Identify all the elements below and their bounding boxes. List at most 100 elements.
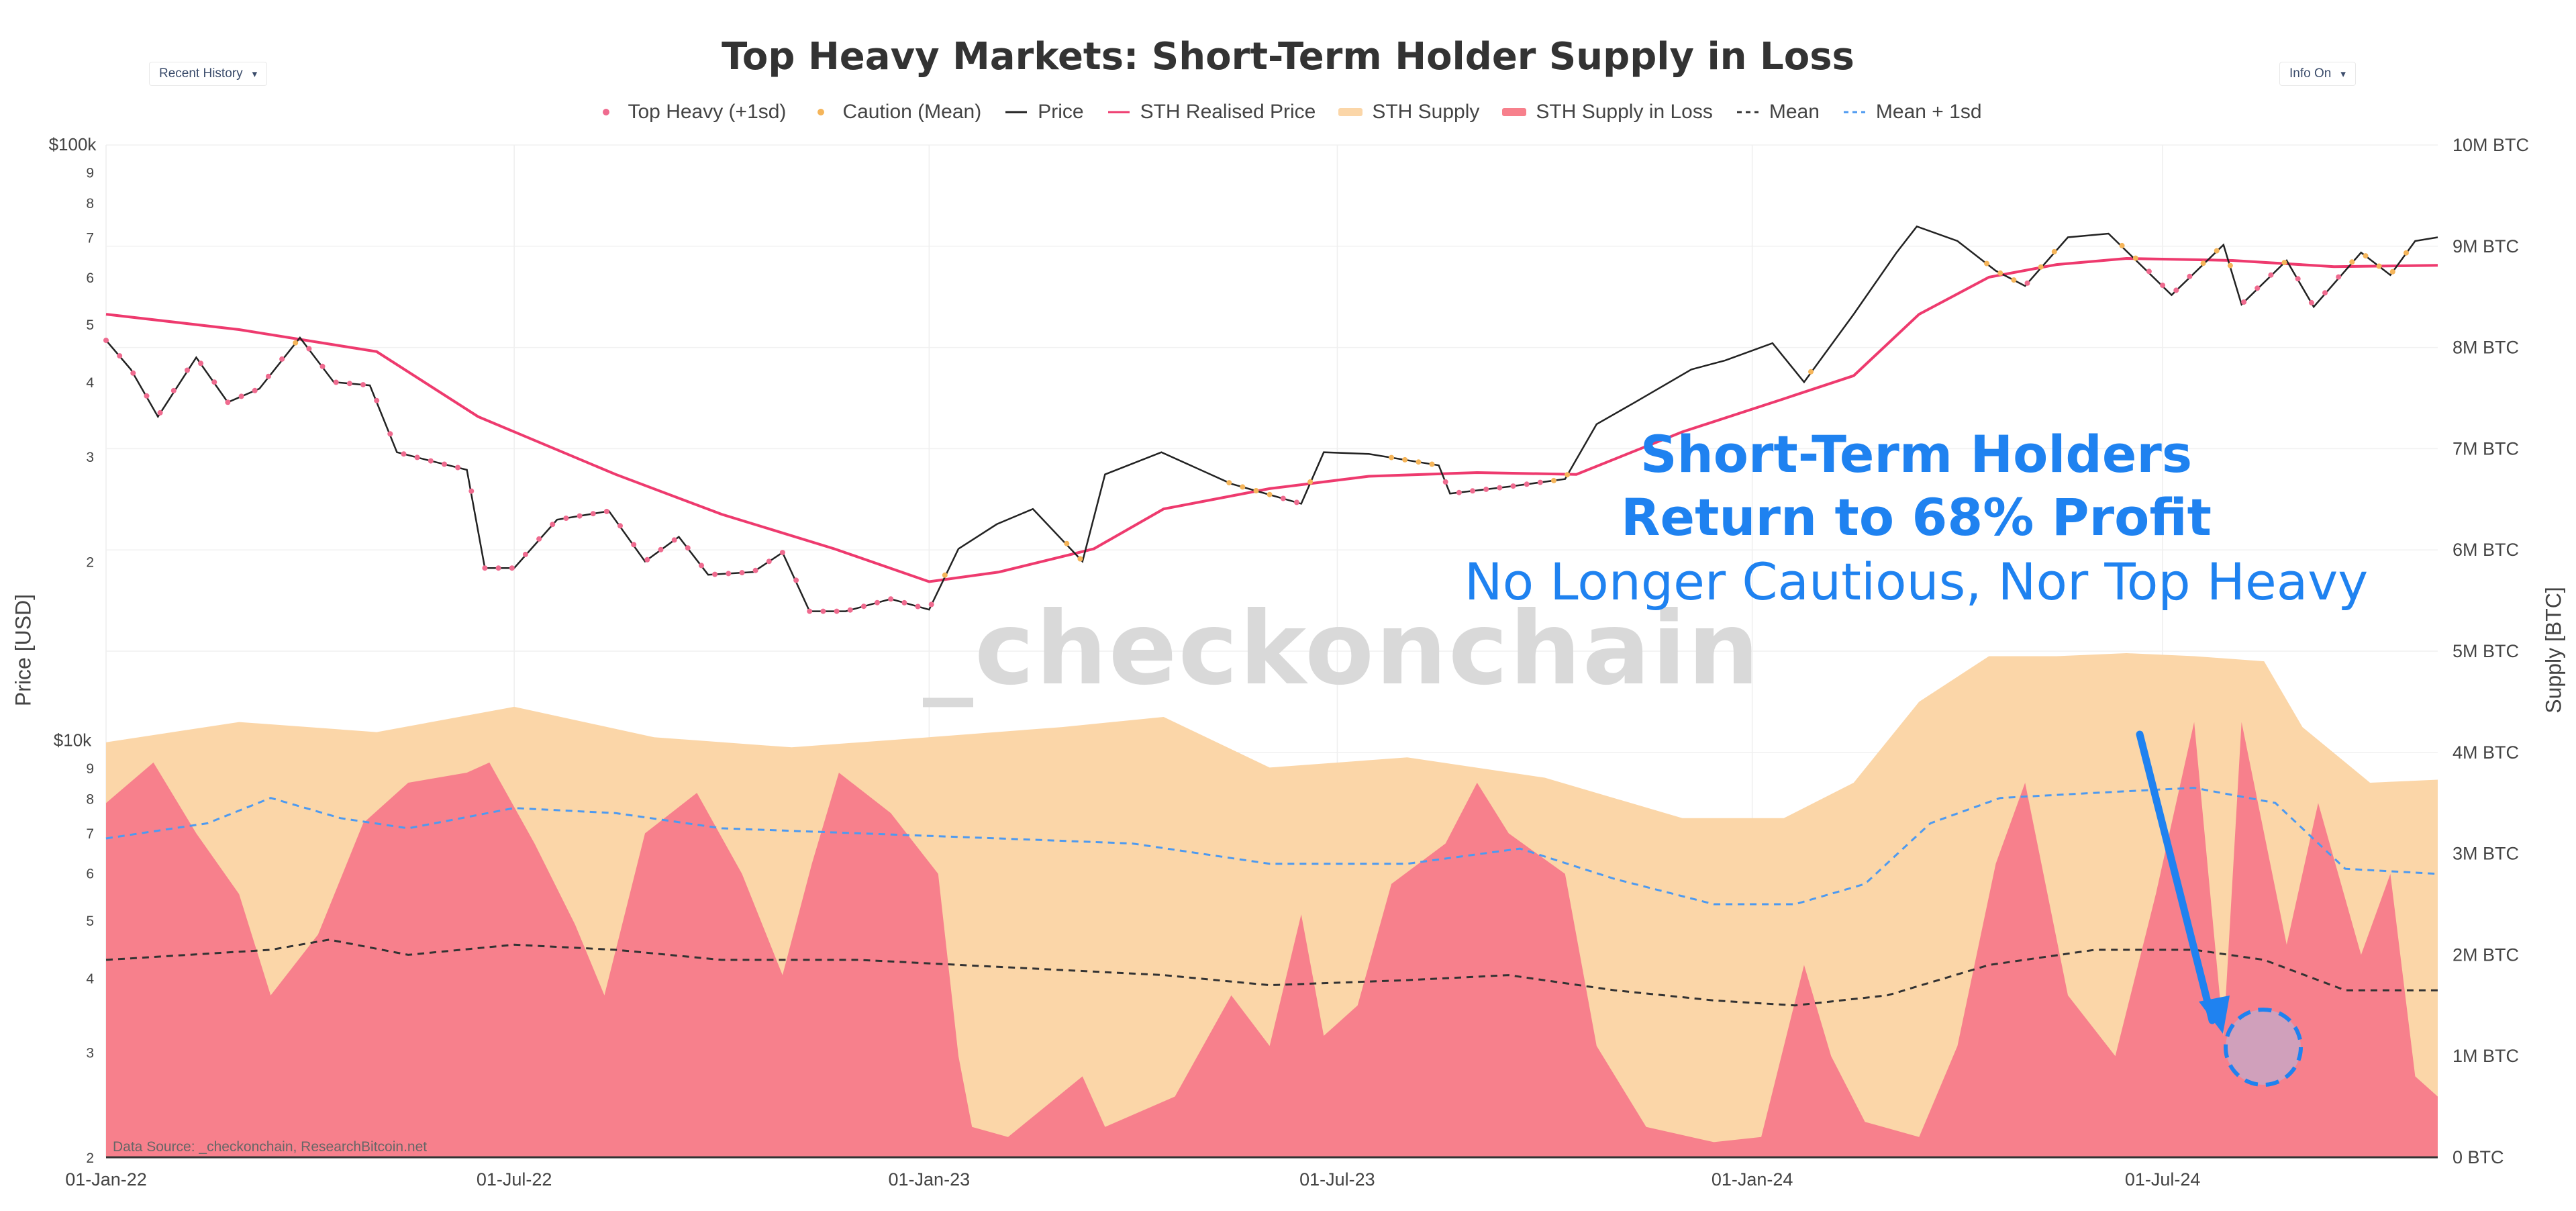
caution-marker xyxy=(888,596,894,602)
caution-marker xyxy=(739,570,745,576)
legend-item-top-heavy-1sd[interactable]: Top Heavy (+1sd) xyxy=(594,101,786,124)
x-tick-label: 01-Jul-22 xyxy=(477,1169,552,1190)
caution-marker xyxy=(1280,495,1286,501)
caution-marker xyxy=(1240,484,1246,490)
caution-marker xyxy=(306,346,312,352)
y-right-tick-label: 9M BTC xyxy=(2453,236,2519,256)
caution-marker xyxy=(333,379,339,385)
caution-marker xyxy=(536,536,542,542)
y-left-tick-label: 9 xyxy=(86,761,94,777)
caution-marker xyxy=(238,393,244,399)
y-left-tick-label: 4 xyxy=(86,971,94,987)
caution-marker xyxy=(2146,269,2152,275)
legend-label: STH Realised Price xyxy=(1140,101,1316,123)
legend-item-mean-1sd[interactable]: Mean + 1sd xyxy=(1842,101,1982,124)
annotation-line-3: No Longer Cautious, Nor Top Heavy xyxy=(1464,552,2369,612)
caution-marker xyxy=(2404,250,2409,256)
annotation-arrow-head xyxy=(2199,996,2230,1034)
annotation-overlay xyxy=(2136,730,2303,1087)
y-left-tick-label: 3 xyxy=(86,1046,94,1061)
legend-item-caution-mean[interactable]: Caution (Mean) xyxy=(809,101,981,124)
legend-item-sth-realised-price[interactable]: STH Realised Price xyxy=(1107,101,1316,124)
legend-item-sth-supply[interactable]: STH Supply xyxy=(1338,101,1479,124)
y-left-tick-label: 5 xyxy=(86,318,94,333)
data-source-note: Data Source: _checkonchain, ResearchBitc… xyxy=(113,1139,428,1155)
legend-item-price[interactable]: Price xyxy=(1004,101,1084,124)
legend-swatch xyxy=(1502,108,1527,116)
caution-marker xyxy=(834,608,840,614)
caution-marker xyxy=(1483,486,1489,492)
caution-marker xyxy=(185,367,190,373)
legend-item-sth-supply-in-loss[interactable]: STH Supply in Loss xyxy=(1502,101,1713,124)
annotation-line-1: Short-Term Holders xyxy=(1640,424,2193,484)
caution-marker xyxy=(2187,273,2193,279)
caution-marker xyxy=(360,382,366,388)
caution-marker xyxy=(1226,480,1232,486)
caution-marker xyxy=(603,508,609,514)
caution-marker xyxy=(387,431,393,437)
caution-marker xyxy=(1442,479,1448,485)
caution-marker xyxy=(766,559,772,565)
caution-marker xyxy=(2336,274,2342,280)
caution-marker xyxy=(2322,290,2328,296)
caution-marker xyxy=(1402,456,1408,463)
y-right-tick-label: 8M BTC xyxy=(2453,338,2519,358)
caution-marker xyxy=(2268,272,2274,278)
caution-marker xyxy=(563,516,569,521)
chevron-down-icon: ▾ xyxy=(2340,68,2346,80)
legend-swatch xyxy=(818,109,825,115)
caution-marker xyxy=(1416,459,1422,465)
caution-marker xyxy=(807,608,813,614)
caution-marker xyxy=(2011,277,2017,283)
axes: 01-Jan-22 01-Jul-22 01-Jan-23 01-Jul-23 01-J… xyxy=(49,134,2529,1190)
caution-marker xyxy=(1808,369,1814,375)
caution-marker xyxy=(1497,485,1503,491)
caution-marker xyxy=(1510,483,1516,489)
caution-marker xyxy=(2295,276,2301,282)
y-right-tick-label: 10M BTC xyxy=(2453,135,2529,155)
caution-marker xyxy=(2200,260,2206,267)
info-on-dropdown[interactable]: Info On ▾ xyxy=(2279,62,2356,86)
caution-marker xyxy=(915,603,921,610)
info-on-label: Info On xyxy=(2289,66,2332,81)
caution-marker xyxy=(1064,540,1070,546)
recent-history-dropdown[interactable]: Recent History ▾ xyxy=(149,62,268,86)
legend-swatch xyxy=(1843,111,1865,113)
caution-marker xyxy=(847,607,853,613)
recent-history-label: Recent History xyxy=(159,66,243,81)
caution-marker xyxy=(428,458,434,464)
caution-marker xyxy=(144,393,150,399)
caution-marker xyxy=(631,542,637,548)
caution-marker xyxy=(1294,499,1299,505)
caution-marker xyxy=(1984,260,1989,267)
caution-marker xyxy=(1267,491,1273,497)
caution-marker xyxy=(1253,488,1259,493)
caution-marker xyxy=(495,565,501,571)
annotation-arrow-shaft xyxy=(2136,730,2216,1024)
caution-marker xyxy=(117,353,123,359)
x-tick-label: 01-Jan-24 xyxy=(1712,1169,1793,1190)
mean-plus-1sd-line xyxy=(105,787,2438,906)
x-tick-label: 01-Jan-23 xyxy=(889,1169,971,1190)
caution-marker xyxy=(779,550,785,556)
caution-marker xyxy=(211,379,217,385)
caution-marker xyxy=(644,556,650,563)
legend-label: STH Supply in Loss xyxy=(1536,101,1713,123)
y-left-tick-label: 7 xyxy=(86,826,94,842)
legend-label: Caution (Mean) xyxy=(842,101,982,123)
y-right-tick-label: 5M BTC xyxy=(2453,641,2519,661)
y-right-tick-label: 3M BTC xyxy=(2453,844,2519,864)
caution-marker xyxy=(793,577,799,583)
caution-marker xyxy=(414,454,420,461)
caution-marker xyxy=(2051,248,2057,254)
caution-marker xyxy=(346,381,352,387)
caution-marker xyxy=(550,522,556,528)
caution-marker xyxy=(1389,454,1395,461)
y-left-tick-label: $10k xyxy=(54,730,92,750)
caution-marker xyxy=(293,340,299,346)
sth-realised-price-line xyxy=(105,256,2438,583)
caution-marker xyxy=(468,488,475,494)
caution-marker xyxy=(2281,260,2287,266)
legend-item-mean[interactable]: Mean xyxy=(1736,101,1820,124)
